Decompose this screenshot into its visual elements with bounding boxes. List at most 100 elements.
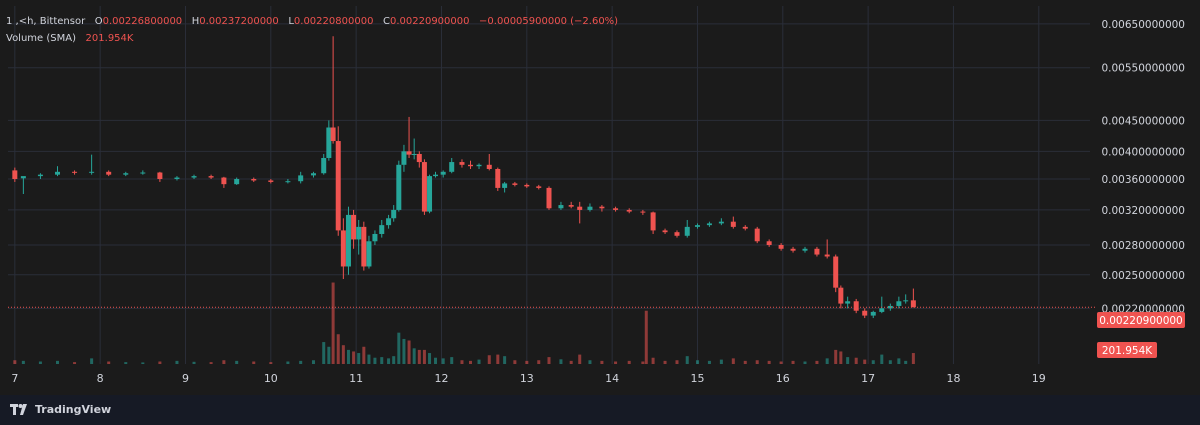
- candlestick-chart[interactable]: 0.00650000000 0.00550000000 0.00450000000 0…: [0, 0, 1200, 395]
- candle[interactable]: [221, 176, 227, 188]
- candle[interactable]: [326, 120, 332, 161]
- candle[interactable]: [89, 154, 95, 175]
- candle[interactable]: [72, 170, 78, 175]
- grid: [8, 6, 1090, 364]
- candle[interactable]: [824, 239, 830, 259]
- candle[interactable]: [558, 201, 564, 210]
- candle[interactable]: [718, 218, 724, 226]
- candle[interactable]: [766, 239, 772, 247]
- candle[interactable]: [870, 310, 876, 319]
- candle[interactable]: [467, 160, 473, 169]
- candle[interactable]: [626, 208, 632, 214]
- candle[interactable]: [546, 186, 552, 210]
- candle[interactable]: [568, 201, 574, 209]
- candle-body: [123, 173, 129, 175]
- candle[interactable]: [361, 221, 367, 271]
- candle[interactable]: [903, 294, 909, 304]
- candle[interactable]: [411, 138, 417, 160]
- candle[interactable]: [862, 308, 868, 319]
- candle[interactable]: [662, 228, 668, 234]
- candle[interactable]: [536, 184, 542, 190]
- candle[interactable]: [140, 170, 146, 175]
- candle[interactable]: [833, 254, 839, 293]
- candle[interactable]: [157, 171, 163, 182]
- candle[interactable]: [345, 206, 351, 275]
- candle[interactable]: [208, 174, 214, 180]
- candle[interactable]: [401, 144, 407, 172]
- candle[interactable]: [379, 219, 385, 238]
- candle[interactable]: [335, 126, 341, 236]
- candle[interactable]: [802, 246, 808, 253]
- candle[interactable]: [20, 176, 26, 195]
- candle[interactable]: [321, 153, 327, 175]
- candle[interactable]: [910, 288, 916, 308]
- candle[interactable]: [706, 221, 712, 227]
- candle[interactable]: [427, 174, 433, 214]
- candle[interactable]: [778, 243, 784, 251]
- candle[interactable]: [674, 230, 680, 238]
- tradingview-logo[interactable]: TradingView: [10, 403, 111, 416]
- candle[interactable]: [502, 181, 508, 193]
- candle[interactable]: [351, 209, 357, 249]
- candle[interactable]: [838, 285, 844, 309]
- candle[interactable]: [416, 151, 422, 168]
- candle[interactable]: [340, 218, 346, 279]
- candle[interactable]: [613, 206, 619, 212]
- candle[interactable]: [421, 159, 427, 215]
- candle[interactable]: [191, 174, 197, 180]
- chart-area[interactable]: 0.00650000000 0.00550000000 0.00450000000 0…: [0, 0, 1200, 395]
- candle[interactable]: [495, 167, 501, 191]
- candle[interactable]: [330, 36, 336, 144]
- candle[interactable]: [853, 298, 859, 314]
- candle[interactable]: [587, 203, 593, 212]
- candle[interactable]: [12, 167, 18, 182]
- candle[interactable]: [285, 179, 291, 184]
- candle[interactable]: [174, 176, 180, 181]
- candle[interactable]: [790, 246, 796, 253]
- volume-bar: [341, 345, 345, 364]
- candle[interactable]: [37, 173, 43, 180]
- candle[interactable]: [896, 296, 902, 309]
- candle-body: [427, 176, 433, 212]
- candle[interactable]: [814, 246, 820, 257]
- candle[interactable]: [310, 171, 316, 178]
- volume-label[interactable]: Volume (SMA): [6, 33, 76, 44]
- candle[interactable]: [298, 171, 304, 184]
- candle[interactable]: [694, 223, 700, 229]
- candle-body: [778, 244, 784, 249]
- candle[interactable]: [650, 211, 656, 234]
- candle[interactable]: [234, 177, 240, 185]
- candle[interactable]: [879, 296, 885, 314]
- candle[interactable]: [754, 226, 760, 244]
- footer: TradingView: [0, 395, 1200, 425]
- candle[interactable]: [577, 201, 583, 224]
- candle[interactable]: [268, 179, 274, 184]
- candle[interactable]: [396, 160, 402, 212]
- candle[interactable]: [512, 181, 518, 187]
- candle[interactable]: [449, 157, 455, 174]
- candle[interactable]: [356, 219, 362, 255]
- candle[interactable]: [845, 296, 851, 309]
- candle[interactable]: [524, 183, 530, 188]
- candle[interactable]: [372, 230, 378, 245]
- candle[interactable]: [440, 170, 446, 178]
- candle[interactable]: [433, 171, 439, 178]
- candle[interactable]: [106, 170, 112, 177]
- candle[interactable]: [251, 177, 257, 182]
- candle[interactable]: [730, 216, 736, 229]
- candle[interactable]: [123, 171, 129, 177]
- candle[interactable]: [599, 205, 605, 212]
- candle[interactable]: [386, 214, 392, 229]
- candle[interactable]: [476, 163, 482, 169]
- volume-bar: [569, 360, 573, 364]
- candle[interactable]: [54, 166, 60, 177]
- candle[interactable]: [366, 235, 372, 269]
- candle[interactable]: [459, 159, 465, 168]
- candle[interactable]: [391, 205, 397, 222]
- candle[interactable]: [742, 225, 748, 231]
- candle[interactable]: [640, 209, 646, 215]
- candle[interactable]: [684, 219, 690, 238]
- candle[interactable]: [406, 116, 412, 158]
- candle[interactable]: [486, 153, 492, 171]
- symbol-label[interactable]: 1 ,<h, Bittensor: [6, 16, 86, 27]
